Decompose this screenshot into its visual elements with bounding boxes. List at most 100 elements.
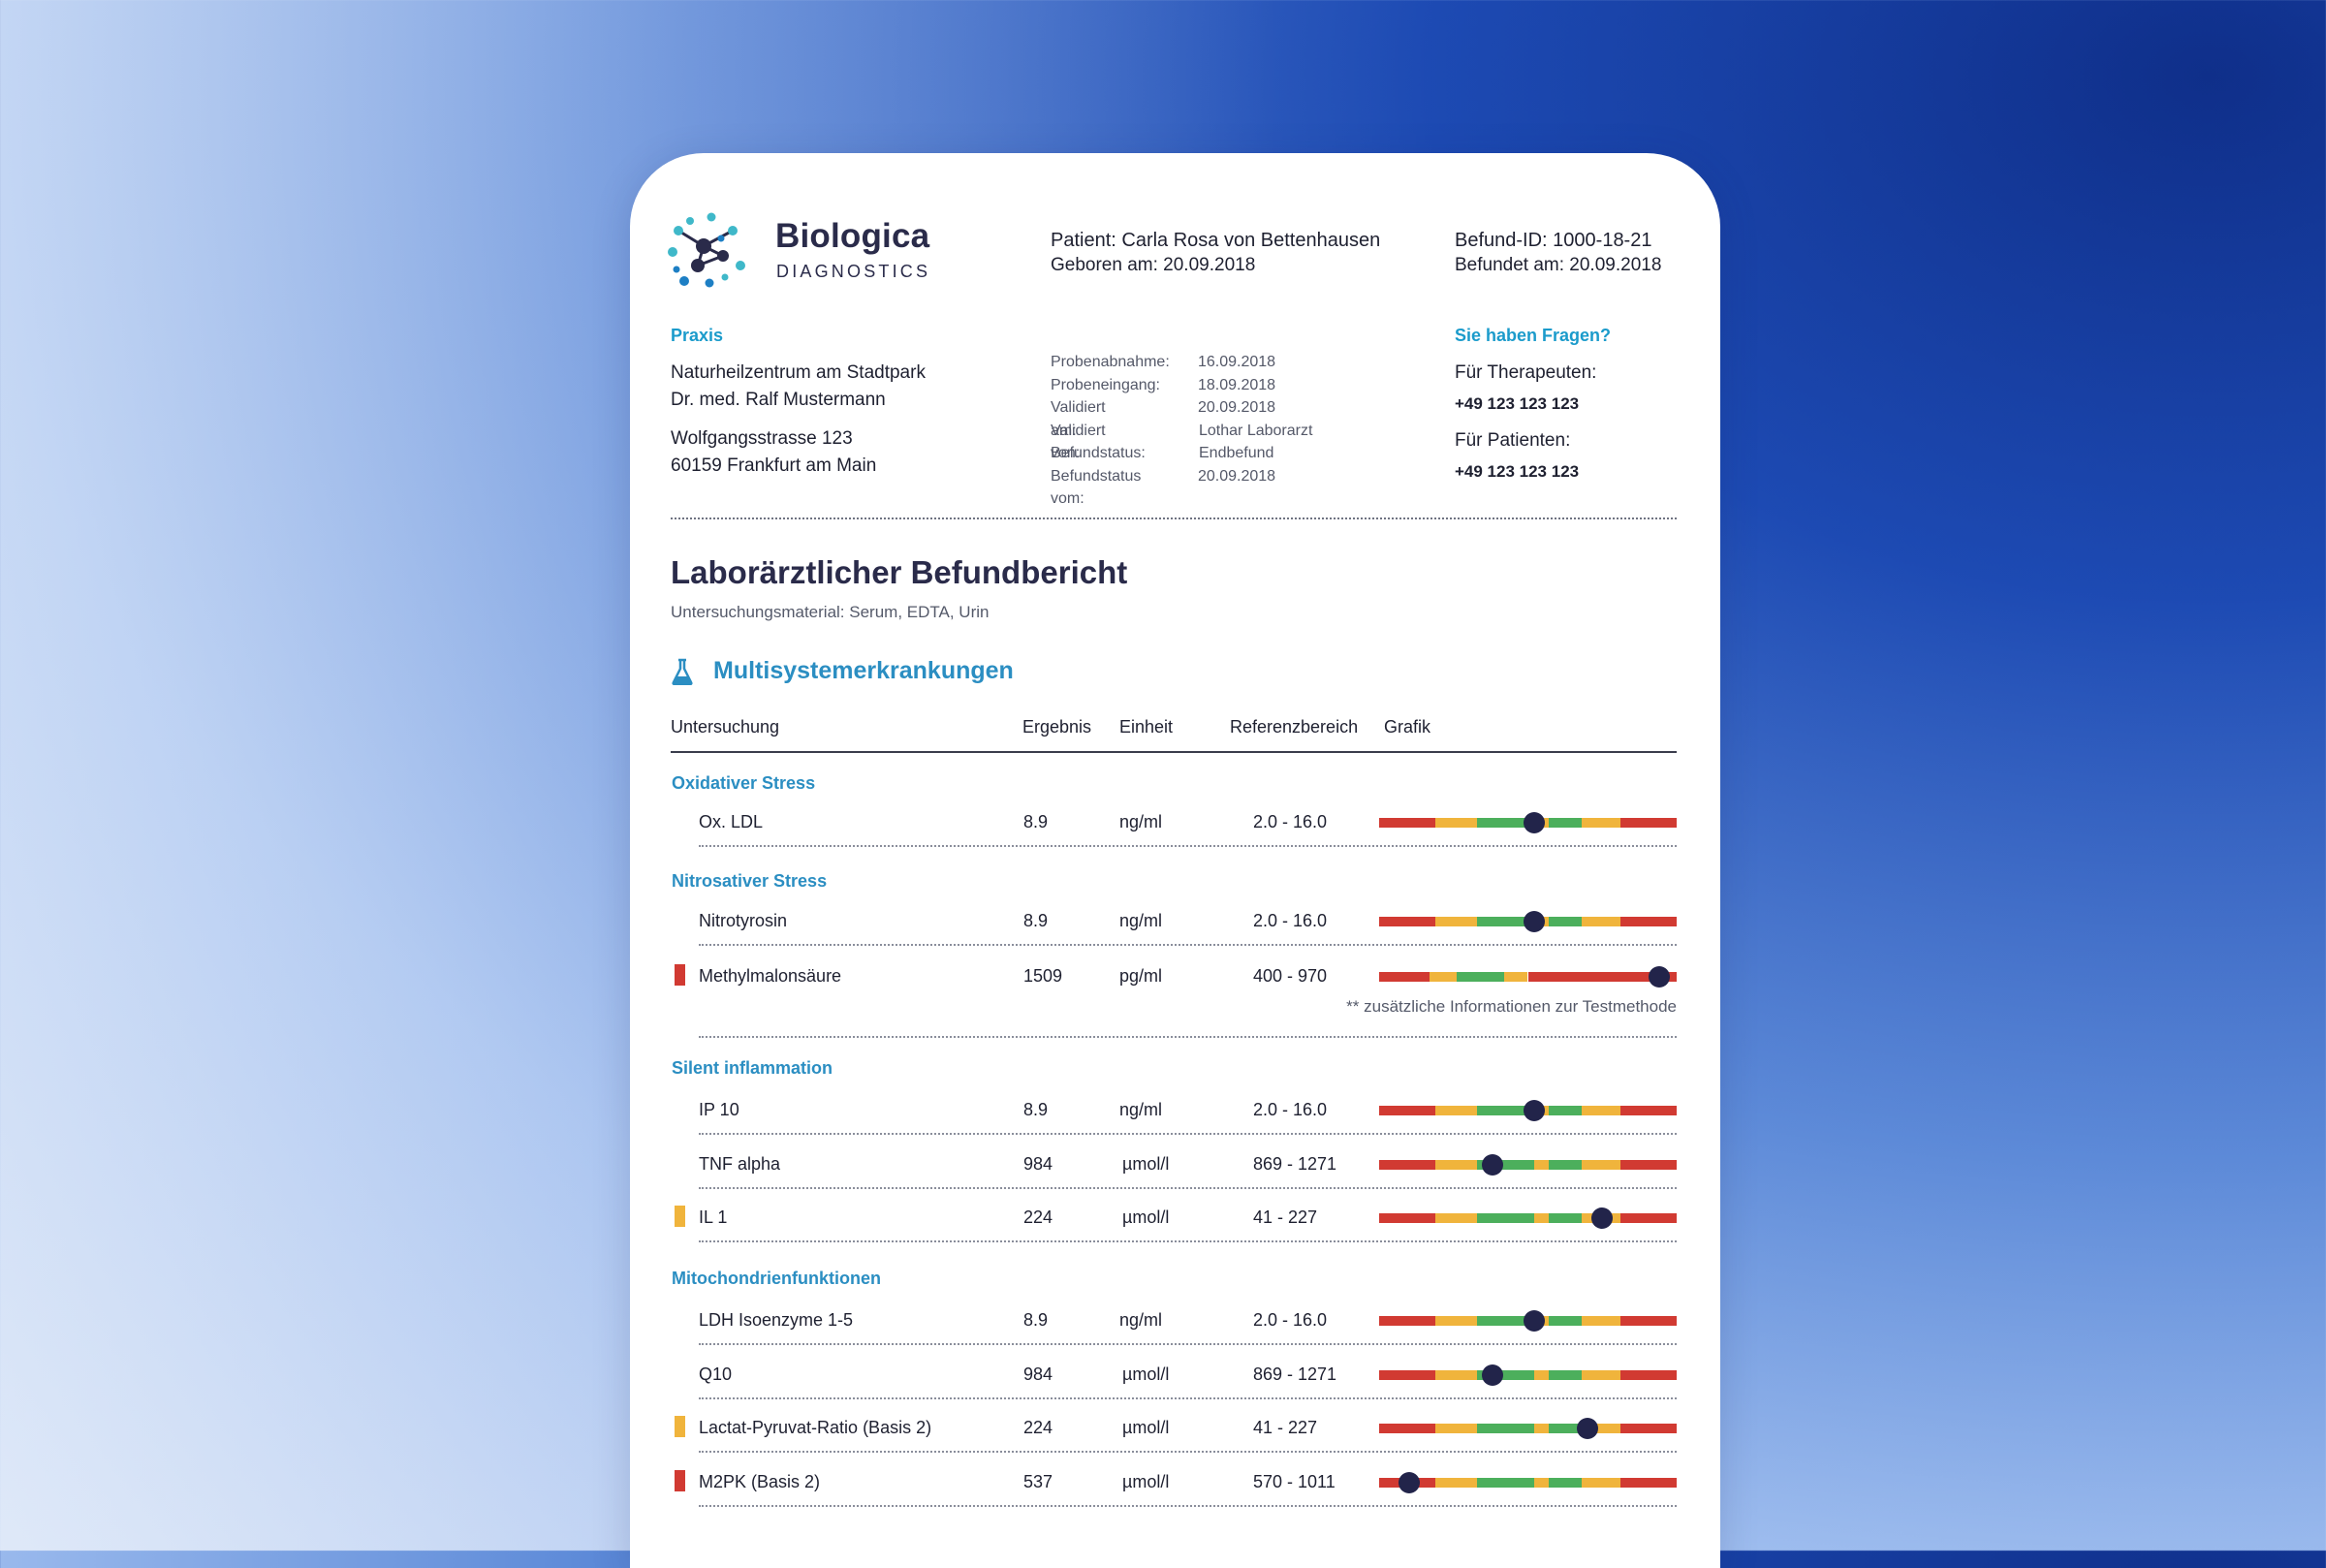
flask-icon — [672, 658, 693, 685]
group-title: Silent inflammation — [672, 1058, 833, 1078]
reference-range: 869 - 1271 — [1253, 1364, 1337, 1384]
reference-range: 2.0 - 16.0 — [1253, 1100, 1328, 1119]
test-name: Nitrotyrosin — [699, 911, 788, 930]
group-title: Nitrosativer Stress — [672, 871, 828, 891]
range-segment-red — [1379, 1316, 1436, 1326]
result-marker — [1523, 911, 1545, 932]
range-segment-yellow — [1533, 1478, 1549, 1488]
range-segment-green — [1548, 1424, 1582, 1433]
range-segment-red — [1379, 1106, 1436, 1115]
report-id: Befund-ID: 1000-18-21 — [1455, 230, 1652, 251]
table-header-line — [671, 751, 1677, 753]
range-bar — [1379, 1100, 1677, 1121]
range-segment-red — [1619, 917, 1677, 926]
result-value: 8.9 — [1023, 1310, 1049, 1330]
range-bar — [1379, 1472, 1677, 1493]
row-divider — [699, 1451, 1677, 1453]
unit: µmol/l — [1122, 1207, 1170, 1227]
test-name: TNF alpha — [699, 1154, 781, 1174]
flag-high-indicator — [675, 964, 685, 986]
reference-range: 2.0 - 16.0 — [1253, 812, 1328, 831]
row-divider — [699, 1187, 1677, 1189]
range-segment-red — [1619, 1478, 1677, 1488]
range-segment-yellow — [1435, 1213, 1478, 1223]
range-segment-yellow — [1581, 1316, 1620, 1326]
report-card: Biologica DIAGNOSTICS Patient: Carla Ros… — [630, 153, 1720, 1568]
range-segment-yellow — [1435, 1424, 1478, 1433]
reference-range: 41 - 227 — [1253, 1418, 1318, 1437]
range-segment-red — [1619, 1106, 1677, 1115]
range-segment-red — [1379, 972, 1430, 982]
range-segment-yellow — [1581, 818, 1620, 828]
range-bar — [1379, 911, 1677, 932]
reference-range: 2.0 - 16.0 — [1253, 911, 1328, 930]
header-divider — [671, 517, 1677, 519]
molecule-logo-icon — [668, 212, 745, 288]
meta-value: 18.09.2018 — [1198, 376, 1276, 393]
result-value: 224 — [1023, 1418, 1053, 1437]
range-segment-yellow — [1435, 1478, 1478, 1488]
range-segment-yellow — [1581, 1106, 1620, 1115]
patients-phone[interactable]: +49 123 123 123 — [1455, 462, 1580, 481]
result-value: 8.9 — [1023, 1100, 1049, 1119]
flag-high-indicator — [675, 1470, 685, 1491]
result-value: 537 — [1023, 1472, 1053, 1491]
result-marker — [1591, 1207, 1614, 1229]
result-value: 224 — [1023, 1207, 1053, 1227]
therapists-phone[interactable]: +49 123 123 123 — [1455, 394, 1580, 413]
range-segment-green — [1477, 1478, 1534, 1488]
col-referenzbereich: Referenzbereich — [1230, 717, 1359, 737]
range-segment-yellow — [1581, 1160, 1620, 1170]
practice-doctor: Dr. med. Ralf Mustermann — [671, 390, 886, 410]
reference-range: 2.0 - 16.0 — [1253, 1310, 1328, 1330]
range-segment-red — [1619, 818, 1677, 828]
range-segment-yellow — [1435, 1316, 1478, 1326]
range-segment-red — [1527, 972, 1677, 982]
row-divider — [699, 1240, 1677, 1242]
result-value: 8.9 — [1023, 911, 1049, 930]
range-segment-green — [1548, 1160, 1582, 1170]
test-name: LDH Isoenzyme 1-5 — [699, 1310, 854, 1330]
range-segment-green — [1548, 917, 1582, 926]
range-segment-yellow — [1581, 1370, 1620, 1380]
unit: ng/ml — [1119, 911, 1163, 930]
range-segment-green — [1548, 1316, 1582, 1326]
range-segment-yellow — [1435, 917, 1478, 926]
row-divider — [699, 1505, 1677, 1507]
result-marker — [1523, 1100, 1545, 1121]
method-note[interactable]: ** zusätzliche Informationen zur Testmet… — [1346, 997, 1677, 1016]
range-segment-green — [1477, 1424, 1534, 1433]
therapists-label: Für Therapeuten: — [1455, 362, 1597, 383]
meta-key: Validiert von: — [1051, 422, 1106, 462]
meta-key: Befundstatus: — [1051, 445, 1146, 461]
range-bar — [1379, 1364, 1677, 1386]
range-segment-red — [1619, 1316, 1677, 1326]
range-segment-yellow — [1581, 917, 1620, 926]
range-segment-yellow — [1581, 1424, 1620, 1433]
contact-label: Sie haben Fragen? — [1455, 326, 1612, 345]
range-bar — [1379, 1310, 1677, 1332]
range-segment-red — [1619, 1160, 1677, 1170]
range-bar — [1379, 812, 1677, 833]
practice-city: 60159 Frankfurt am Main — [671, 455, 877, 476]
unit: ng/ml — [1119, 812, 1163, 831]
range-segment-green — [1477, 818, 1534, 828]
test-name: Lactat-Pyruvat-Ratio (Basis 2) — [699, 1418, 932, 1437]
unit: ng/ml — [1119, 1310, 1163, 1330]
unit: pg/ml — [1119, 966, 1163, 986]
result-marker — [1523, 812, 1545, 833]
range-segment-red — [1379, 1213, 1436, 1223]
result-marker — [1648, 966, 1670, 988]
report-date: Befundet am: 20.09.2018 — [1455, 255, 1662, 275]
meta-value: Lothar Laborarzt — [1199, 422, 1313, 439]
report-title: Laborärztlicher Befundbericht — [671, 554, 1128, 590]
flag-warning-indicator — [675, 1206, 685, 1227]
col-untersuchung: Untersuchung — [671, 717, 780, 737]
patient-birthdate: Geboren am: 20.09.2018 — [1051, 255, 1256, 275]
range-segment-red — [1379, 1370, 1436, 1380]
result-marker — [1398, 1472, 1420, 1493]
col-ergebnis: Ergebnis — [1022, 717, 1092, 737]
practice-label: Praxis — [671, 326, 724, 345]
range-segment-red — [1619, 1424, 1677, 1433]
range-segment-yellow — [1533, 1213, 1549, 1223]
